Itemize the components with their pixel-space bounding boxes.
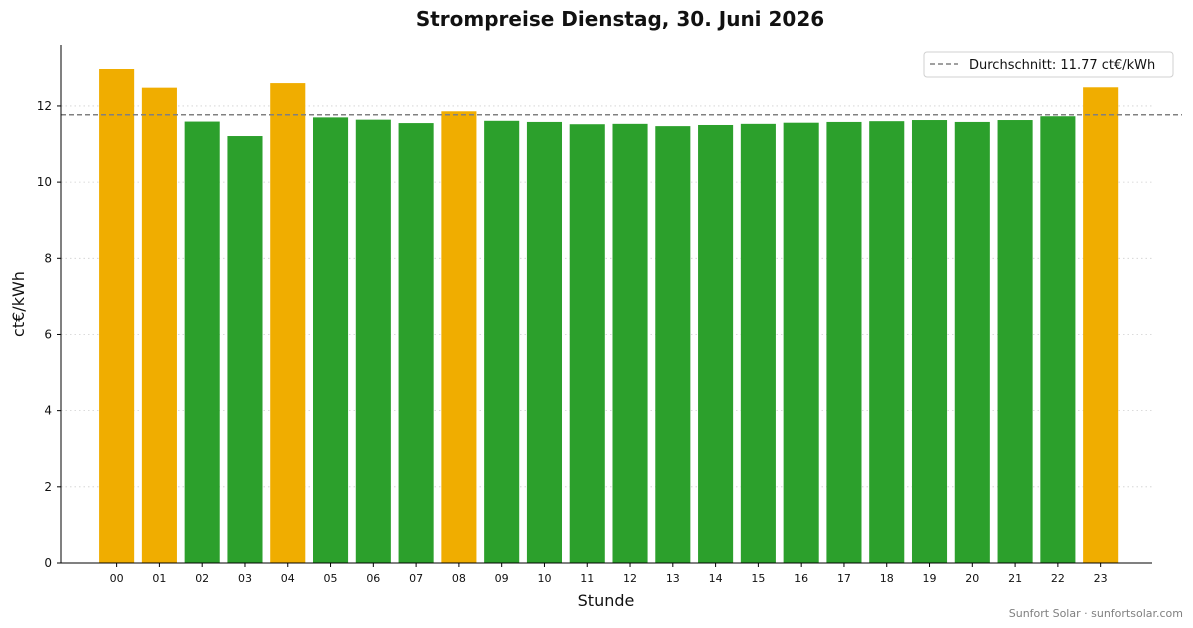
bar-16 bbox=[783, 122, 819, 563]
x-tick-label: 04 bbox=[281, 572, 295, 585]
x-tick-label: 10 bbox=[537, 572, 551, 585]
x-tick-label: 05 bbox=[324, 572, 338, 585]
x-tick-label: 12 bbox=[623, 572, 637, 585]
x-tick-label: 02 bbox=[195, 572, 209, 585]
x-tick-label: 18 bbox=[880, 572, 894, 585]
axes bbox=[60, 45, 1152, 564]
x-tick-label: 06 bbox=[366, 572, 380, 585]
chart-title: Strompreise Dienstag, 30. Juni 2026 bbox=[416, 7, 824, 31]
x-tick-label: 16 bbox=[794, 572, 808, 585]
bars bbox=[99, 68, 1119, 564]
x-tick-label: 15 bbox=[751, 572, 765, 585]
y-tick-label: 12 bbox=[37, 99, 52, 113]
x-tick-label: 22 bbox=[1051, 572, 1065, 585]
bar-02 bbox=[184, 121, 220, 564]
y-tick-label: 4 bbox=[44, 404, 52, 418]
bar-15 bbox=[740, 123, 776, 563]
x-tick-label: 20 bbox=[965, 572, 979, 585]
bar-05 bbox=[312, 117, 349, 563]
bar-12 bbox=[612, 123, 648, 563]
bar-09 bbox=[484, 120, 520, 563]
legend-box bbox=[923, 51, 1174, 78]
bar-13 bbox=[655, 126, 691, 564]
bar-19 bbox=[911, 120, 948, 564]
x-tick-label: 03 bbox=[238, 572, 252, 585]
y-tick-label: 0 bbox=[44, 556, 52, 570]
legend-average-label: Durchschnitt: 11.77 ct€/kWh bbox=[969, 58, 1155, 73]
bar-08 bbox=[441, 111, 477, 563]
bar-23 bbox=[1083, 87, 1119, 563]
bar-10 bbox=[526, 121, 563, 563]
bar-07 bbox=[398, 123, 434, 564]
credit-text: Sunfort Solar · sunfortsolar.com bbox=[1009, 607, 1183, 620]
y-ticks: 0 2 4 6 8 10 12 bbox=[37, 99, 61, 570]
bar-01 bbox=[141, 87, 177, 564]
bar-20 bbox=[954, 121, 990, 563]
bar-22 bbox=[1040, 116, 1076, 563]
y-tick-label: 8 bbox=[44, 251, 52, 265]
bar-11 bbox=[569, 124, 605, 564]
x-axis-label: Stunde bbox=[578, 591, 635, 610]
x-tick-label: 08 bbox=[452, 572, 466, 585]
bar-00 bbox=[99, 68, 135, 563]
x-tick-label: 09 bbox=[495, 572, 509, 585]
bar-04 bbox=[270, 83, 306, 564]
x-tick-label: 19 bbox=[923, 572, 937, 585]
x-tick-label: 13 bbox=[666, 572, 680, 585]
x-tick-label: 01 bbox=[152, 572, 166, 585]
y-tick-label: 10 bbox=[37, 175, 52, 189]
bar-21 bbox=[997, 120, 1033, 564]
bar-17 bbox=[826, 121, 862, 563]
bar-06 bbox=[355, 119, 391, 563]
bar-03 bbox=[227, 136, 263, 563]
x-tick-label: 23 bbox=[1094, 572, 1108, 585]
x-tick-label: 07 bbox=[409, 572, 423, 585]
x-tick-label: 11 bbox=[580, 572, 594, 585]
bar-14 bbox=[698, 124, 734, 563]
y-tick-label: 6 bbox=[44, 327, 52, 341]
x-tick-label: 17 bbox=[837, 572, 851, 585]
x-tick-label: 21 bbox=[1008, 572, 1022, 585]
legend: Durchschnitt: 11.77 ct€/kWh bbox=[923, 51, 1174, 78]
y-axis-label: ct€/kWh bbox=[9, 271, 28, 337]
bar-18 bbox=[869, 121, 905, 564]
x-tick-label: 00 bbox=[110, 572, 124, 585]
y-tick-label: 2 bbox=[44, 480, 52, 494]
x-ticks: 00 01 02 03 04 05 06 07 08 09 10 11 12 13 14 15 16 17 18 19… bbox=[110, 563, 1108, 585]
x-tick-label: 14 bbox=[709, 572, 723, 585]
